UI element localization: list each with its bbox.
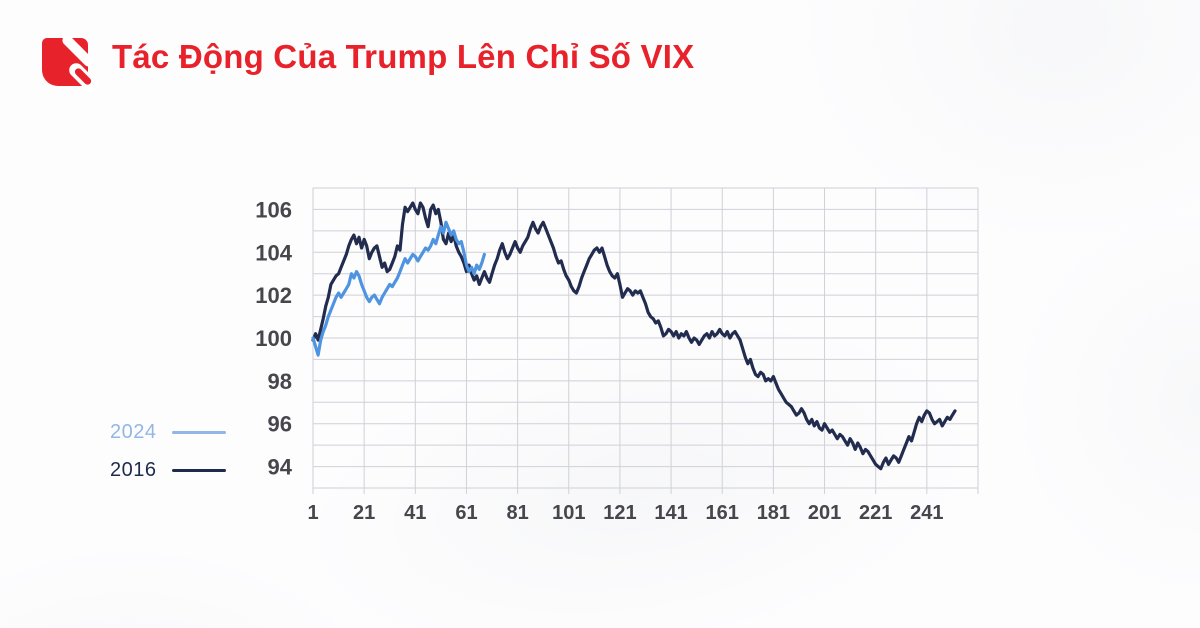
legend-label-2024: 2024 — [110, 420, 157, 443]
legend-item-2016: 2016 — [110, 458, 226, 482]
x-tick-label: 161 — [706, 502, 739, 524]
chart-legend: 2024 2016 — [110, 420, 226, 482]
x-tick-label: 201 — [808, 502, 841, 524]
x-tick-label: 61 — [455, 502, 477, 524]
x-tick-label: 141 — [654, 502, 687, 524]
x-tick-label: 21 — [353, 502, 375, 524]
series-2016-line — [311, 201, 957, 471]
legend-label-2016: 2016 — [110, 458, 157, 481]
x-tick-label: 41 — [404, 502, 426, 524]
x-tick-label: 81 — [506, 502, 528, 524]
x-tick-label: 221 — [859, 502, 892, 524]
x-tick-label: 121 — [603, 502, 636, 524]
brand-logo — [40, 33, 102, 96]
x-tick-label: 1 — [307, 502, 318, 524]
y-tick-label: 94 — [268, 455, 293, 480]
legend-line-2024 — [172, 430, 226, 434]
y-tick-label: 106 — [255, 197, 292, 222]
legend-item-2024: 2024 — [110, 420, 226, 444]
x-tick-label: 241 — [910, 502, 943, 524]
x-tick-label: 181 — [757, 502, 790, 524]
y-tick-label: 98 — [268, 369, 292, 394]
legend-line-2016 — [172, 468, 226, 472]
x-tick-label: 101 — [552, 502, 585, 524]
y-tick-label: 100 — [255, 326, 292, 351]
y-tick-label: 96 — [268, 412, 292, 437]
series-2024-line — [311, 220, 486, 357]
y-tick-label: 102 — [255, 283, 292, 308]
y-tick-label: 104 — [255, 240, 292, 265]
page-title: Tác Động Của Trump Lên Chỉ Số VIX — [112, 38, 695, 75]
